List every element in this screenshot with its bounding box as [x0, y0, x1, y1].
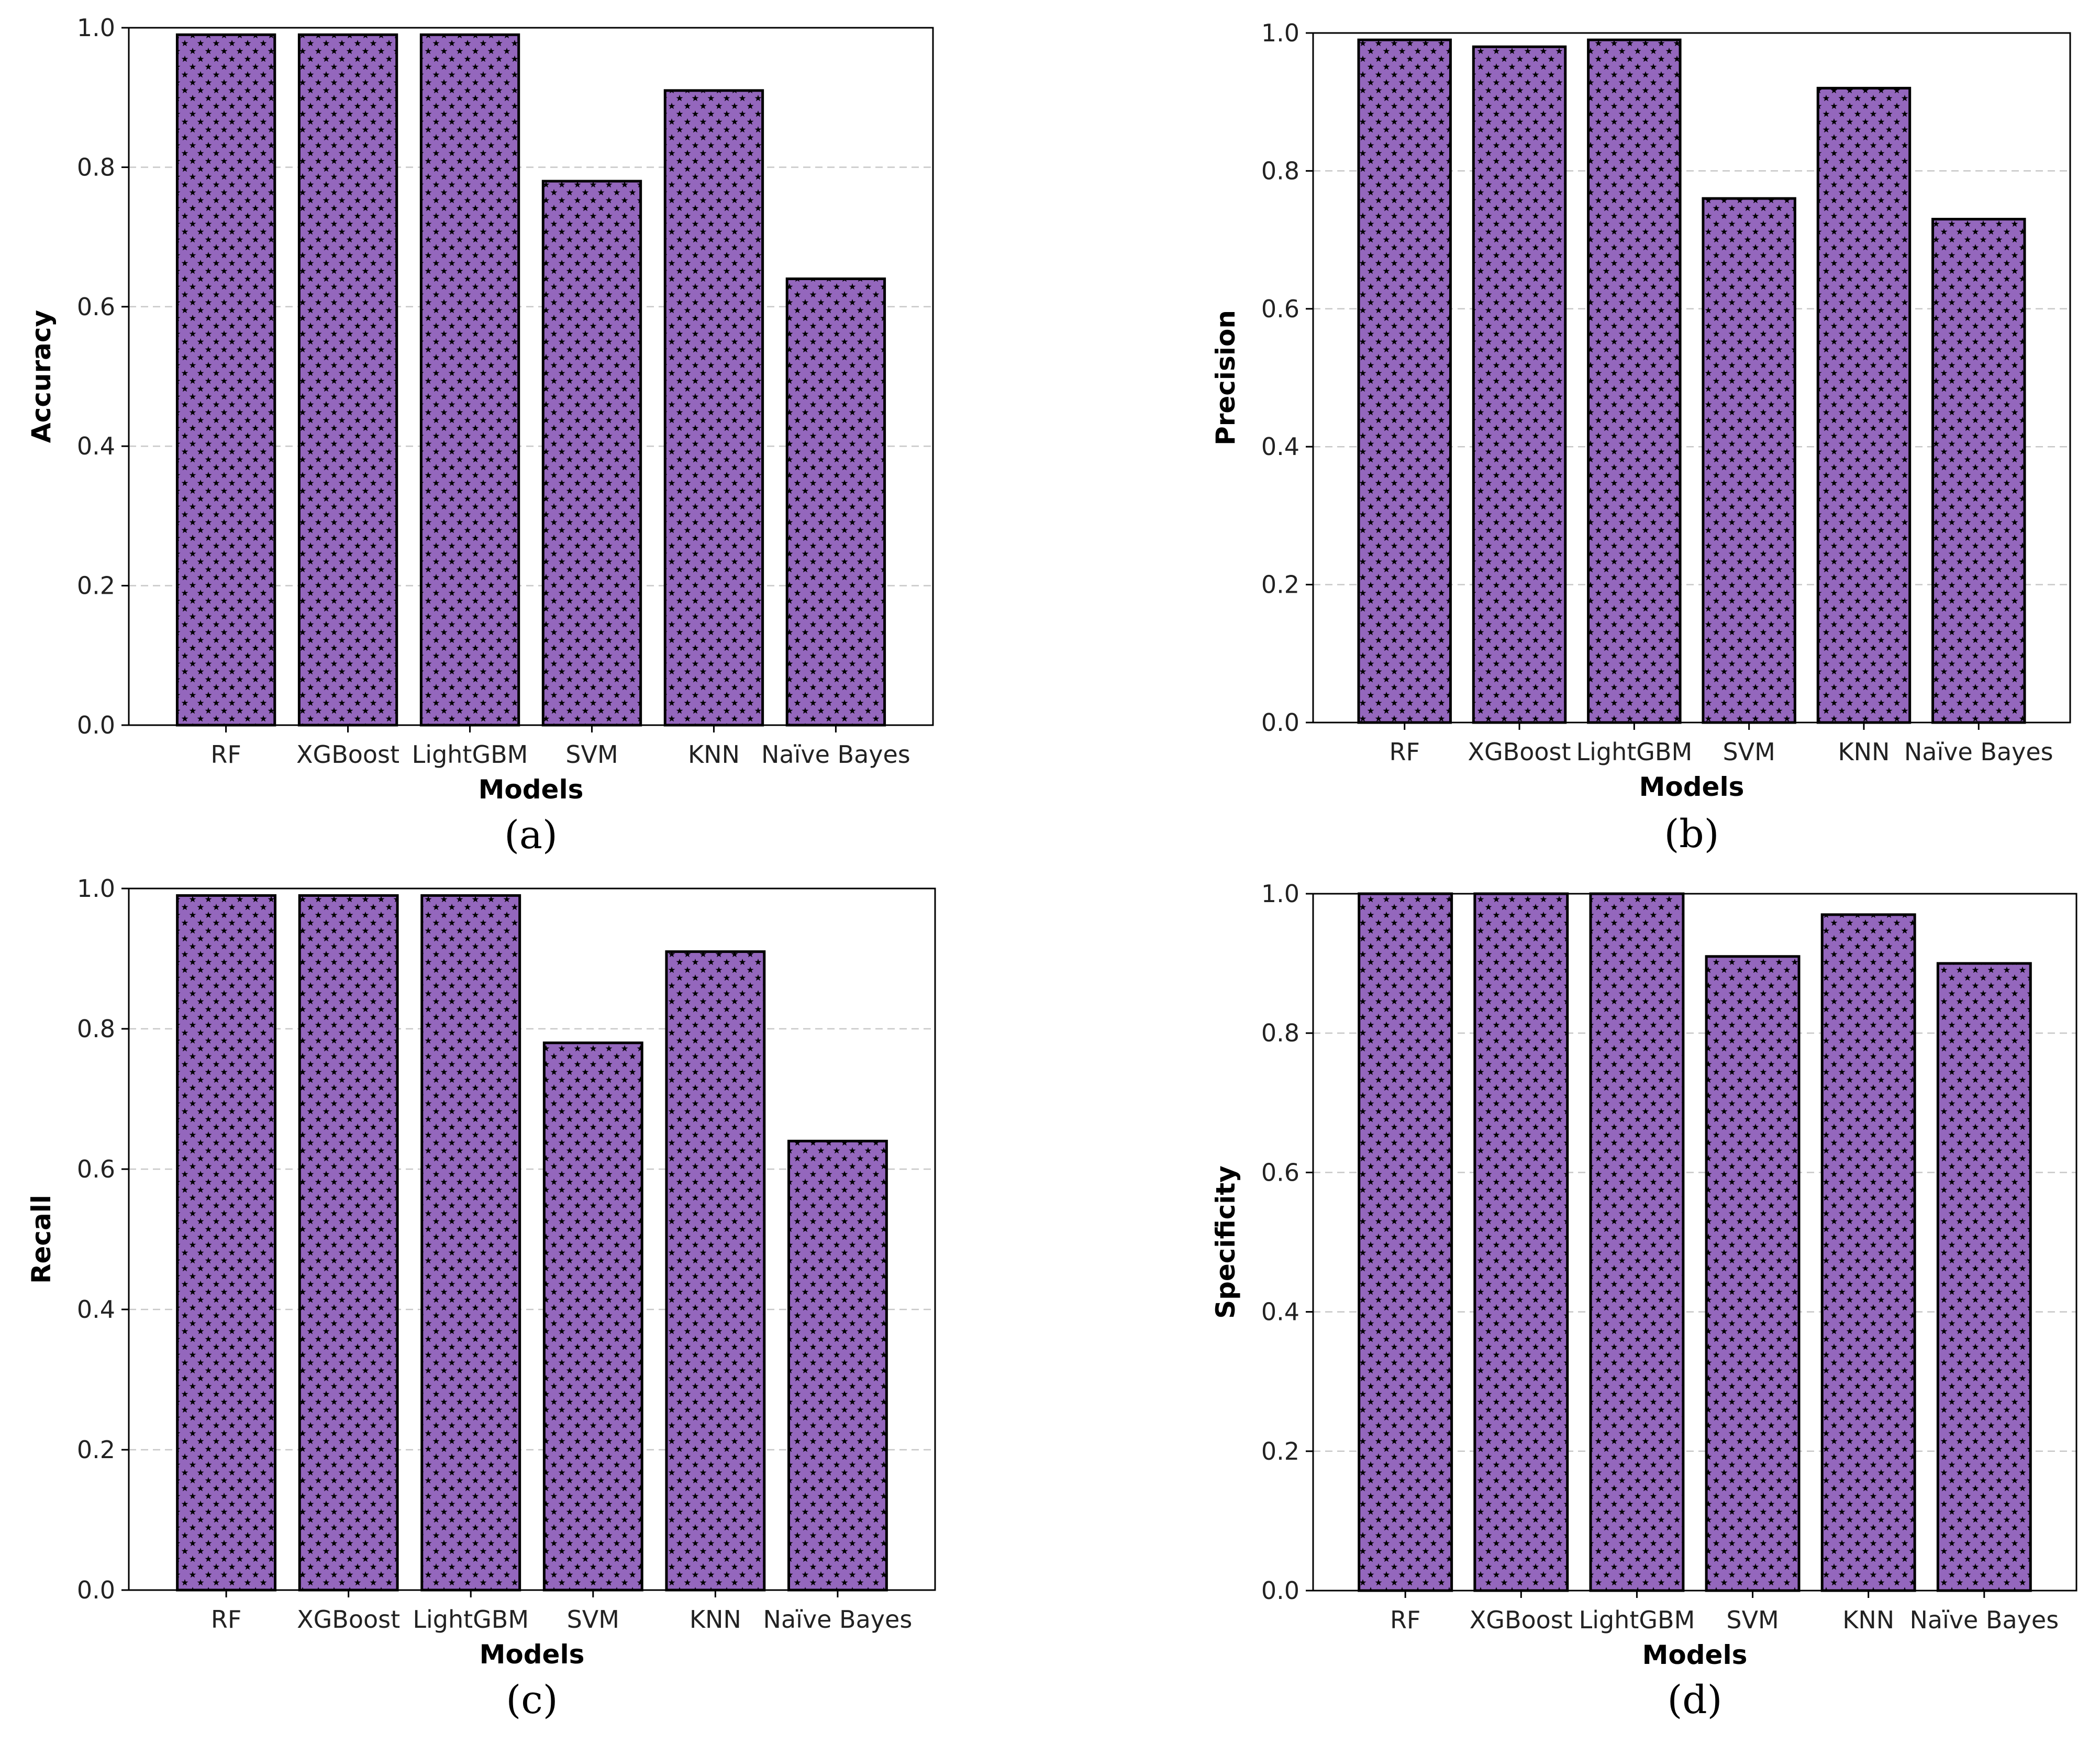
y-axis-title: Precision [1210, 310, 1241, 446]
y-tick-label: 0.8 [77, 1015, 115, 1043]
bar [787, 1139, 888, 1592]
y-tick-label: 0.8 [1261, 157, 1299, 185]
x-axis-title: Models [1642, 1640, 1748, 1670]
plot-frame [1312, 32, 2071, 724]
x-tick-label: KNN [1838, 738, 1890, 766]
panel-label: (c) [506, 1678, 558, 1723]
x-tick-label: XGBoost [1470, 1606, 1573, 1634]
x-tick-label: XGBoost [296, 740, 399, 769]
x-tick-label: SVM [1726, 1606, 1779, 1634]
chart-panel-d: 0.0 0.2 0.4 0.6 0.8 1.0 RF XGBoost LightGBM SVM KN… [1210, 880, 2077, 1723]
plot-frame [1312, 893, 2077, 1592]
y-tick-label: 0.0 [1261, 708, 1299, 737]
x-tick-label: RF [211, 1605, 241, 1634]
x-tick-label: XGBoost [297, 1605, 400, 1634]
bar [419, 33, 520, 727]
x-tick-label: Naïve Bayes [1909, 1606, 2059, 1634]
y-tick-label: 0.8 [1261, 1019, 1299, 1047]
bar [1357, 38, 1452, 724]
x-tick-label: KNN [1842, 1606, 1894, 1634]
bar [541, 180, 642, 727]
bar [420, 894, 521, 1592]
chart-panel-b: 0.0 0.2 0.4 0.6 0.8 1.0 RF XGBoost LightGBM SVM KN… [1210, 19, 2071, 857]
bar [1816, 86, 1912, 724]
panel-label: (d) [1667, 1678, 1722, 1723]
x-tick-label: RF [1390, 738, 1420, 766]
y-axis-title: Recall [26, 1195, 57, 1284]
y-tick-label: 0.0 [77, 711, 115, 739]
x-tick-label: RF [210, 740, 241, 769]
x-axis-title: Models [480, 1639, 585, 1670]
x-tick-label: Naïve Bayes [1904, 738, 2053, 766]
x-axis-title: Models [479, 774, 584, 805]
bar [1702, 197, 1796, 724]
x-tick-label: SVM [1723, 738, 1775, 766]
bar [663, 89, 764, 727]
y-tick-label: 0.6 [77, 1155, 115, 1183]
y-tick-label: 0.2 [1261, 571, 1299, 599]
bar [176, 894, 277, 1592]
y-tick-label: 0.2 [77, 572, 115, 600]
x-tick-label: XGBoost [1468, 738, 1571, 766]
y-tick-label: 1.0 [1261, 880, 1299, 908]
y-tick-label: 0.4 [1261, 1298, 1299, 1326]
bar [1820, 913, 1916, 1592]
bar [1587, 38, 1682, 724]
x-tick-label: LightGBM [1579, 1606, 1695, 1634]
bar [1931, 218, 2026, 724]
y-tick-label: 1.0 [77, 874, 115, 903]
plot-frame [128, 887, 936, 1591]
y-tick-label: 1.0 [77, 14, 115, 42]
panel-label: (b) [1664, 812, 1719, 857]
y-tick-label: 0.6 [1261, 1158, 1299, 1186]
bar [1705, 955, 1801, 1592]
x-tick-label: Naïve Bayes [761, 740, 910, 769]
bar [1473, 892, 1569, 1592]
x-tick-label: SVM [567, 1605, 619, 1634]
x-tick-label: LightGBM [412, 740, 528, 769]
y-tick-label: 0.6 [77, 293, 115, 321]
y-tick-label: 0.2 [1261, 1437, 1299, 1465]
plot-frame [128, 27, 934, 726]
bar [1358, 892, 1453, 1592]
bar [297, 33, 398, 727]
chart-panel-a: 0.0 0.2 0.4 0.6 0.8 1.0 RF XGBoost LightGBM SVM KN… [26, 14, 934, 858]
y-tick-label: 0.6 [1261, 295, 1299, 323]
bar [785, 277, 886, 727]
x-tick-label: SVM [565, 740, 618, 769]
bar [1589, 892, 1685, 1592]
bar [1472, 45, 1567, 724]
chart-panel-c: 0.0 0.2 0.4 0.6 0.8 1.0 RF XGBoost LightGBM SVM KN… [26, 874, 936, 1723]
bar [298, 894, 399, 1592]
bar [542, 1041, 643, 1592]
bar [1936, 962, 2032, 1592]
y-axis-title: Specificity [1210, 1165, 1241, 1319]
y-tick-label: 0.8 [77, 153, 115, 181]
y-tick-label: 0.0 [77, 1576, 115, 1604]
y-tick-label: 0.0 [1261, 1576, 1299, 1605]
y-tick-label: 0.4 [77, 432, 115, 460]
x-tick-label: KNN [690, 1605, 741, 1634]
x-tick-label: Naïve Bayes [763, 1605, 913, 1634]
x-tick-label: RF [1390, 1606, 1420, 1634]
x-tick-label: KNN [688, 740, 740, 769]
bar [175, 33, 276, 727]
panel-label: (a) [504, 813, 558, 858]
y-axis-title: Accuracy [26, 310, 57, 443]
x-axis-title: Models [1639, 772, 1745, 802]
x-tick-label: LightGBM [413, 1605, 529, 1634]
y-tick-label: 0.2 [77, 1436, 115, 1464]
y-tick-label: 0.4 [77, 1295, 115, 1324]
y-tick-label: 1.0 [1261, 19, 1299, 47]
y-tick-label: 0.4 [1261, 432, 1299, 461]
bar [665, 950, 766, 1592]
x-tick-label: LightGBM [1576, 738, 1692, 766]
